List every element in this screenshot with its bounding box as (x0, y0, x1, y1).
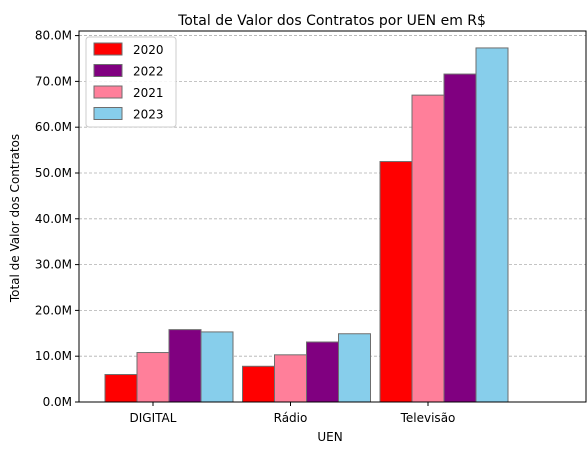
y-tick-label: 20.0M (35, 303, 72, 317)
legend-label-2022: 2022 (133, 65, 164, 79)
bar-2020-DIGITAL (104, 374, 138, 403)
y-tick-label: 0.0M (43, 395, 72, 409)
legend-label-2023: 2023 (133, 108, 164, 122)
bar-2021-Televisão (411, 94, 445, 403)
bar-2020-Televisão (379, 161, 413, 403)
legend-frame (85, 36, 177, 128)
y-axis-title: Total de Valor dos Contratos (8, 134, 22, 303)
y-tick-label: 70.0M (35, 74, 72, 88)
plot-frame (78, 30, 587, 403)
bar-2023-DIGITAL (200, 331, 234, 403)
y-tick-label: 60.0M (35, 120, 72, 134)
bar-layer (104, 47, 509, 403)
y-tick-label: 80.0M (35, 29, 72, 43)
y-tick-label: 10.0M (35, 349, 72, 363)
bar-2020-Rádio (242, 365, 275, 403)
x-tick-label: Televisão (400, 411, 456, 425)
legend: 2020 2022 2021 2023 (85, 36, 177, 128)
x-tick-label: Rádio (274, 411, 308, 425)
bar-2023-Televisão (475, 47, 509, 403)
y-tick-label: 50.0M (35, 166, 72, 180)
bar-2022-Rádio (306, 341, 339, 403)
bar-2023-Rádio (338, 333, 371, 403)
legend-swatch-2022 (93, 64, 123, 77)
legend-label-2021: 2021 (133, 86, 164, 100)
bar-2022-Televisão (443, 73, 477, 403)
legend-swatch-2023 (93, 107, 123, 120)
bar-2021-DIGITAL (136, 352, 170, 403)
y-tick-label: 40.0M (35, 212, 72, 226)
x-axis: DIGITAL Rádio Televisão (130, 402, 456, 425)
y-axis: 0.0M 10.0M 20.0M 30.0M 40.0M 50.0M 60.0M 70.0M 8… (35, 29, 79, 409)
legend-label-2020: 2020 (133, 43, 164, 57)
legend-swatch-2021 (93, 85, 123, 99)
chart-title: Total de Valor dos Contratos por UEN em … (177, 13, 486, 29)
legend-swatch-2020 (93, 42, 123, 56)
bar-2021-Rádio (274, 354, 307, 403)
y-tick-label: 30.0M (35, 258, 72, 272)
x-tick-label: DIGITAL (130, 411, 177, 425)
bar-2022-DIGITAL (168, 329, 202, 403)
x-axis-title: UEN (317, 430, 342, 444)
